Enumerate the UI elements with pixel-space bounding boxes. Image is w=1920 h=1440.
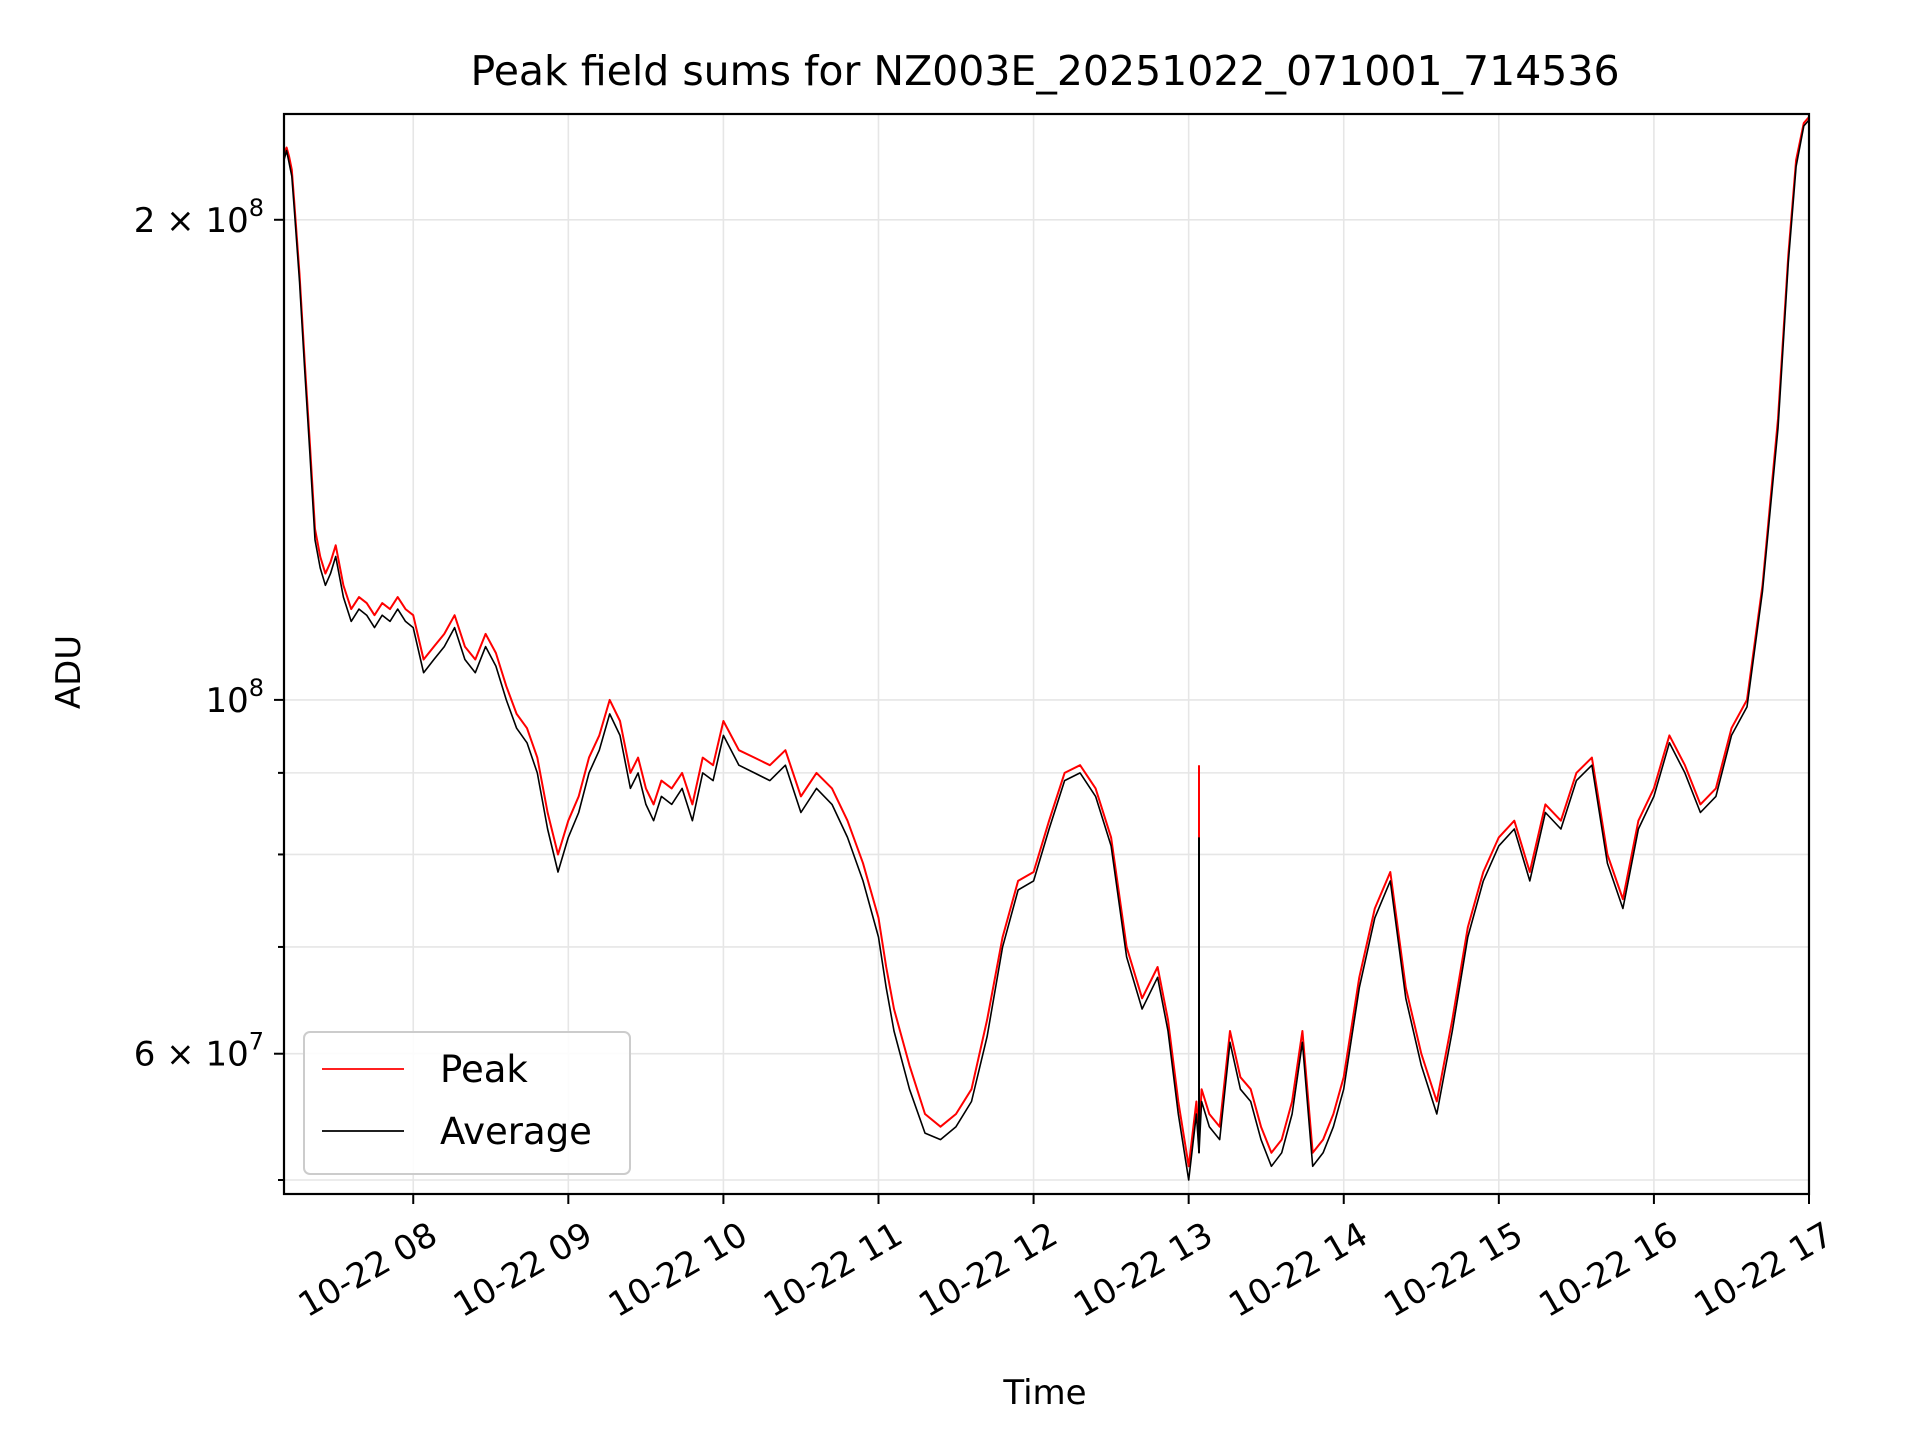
legend-box (303, 1031, 631, 1175)
series-line-average (283, 119, 1810, 1181)
y-axis-ticks: 6 × 107 108 2 × 108 (134, 194, 284, 1182)
plot-series (283, 116, 1810, 1181)
grid (284, 114, 1810, 1194)
legend-label-peak: Peak (440, 1048, 528, 1091)
legend: Peak Average (303, 1031, 631, 1175)
x-axis-label: Time (1002, 1373, 1086, 1413)
y-tick-label: 2 × 108 (134, 194, 264, 241)
legend-label-average: Average (440, 1110, 592, 1153)
plot-frame (282, 112, 1811, 1196)
series-line-peak (283, 116, 1810, 1168)
y-axis-label: ADU (49, 635, 89, 709)
y-tick-label: 108 (205, 674, 264, 721)
chart-title: Peak field sums for NZ003E_20251022_0710… (470, 47, 1619, 95)
y-tick-label: 6 × 107 (134, 1028, 264, 1075)
